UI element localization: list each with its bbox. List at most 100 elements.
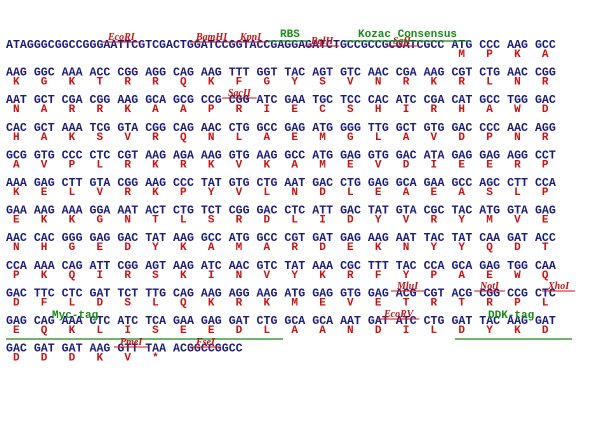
- codon: CGG: [229, 205, 250, 218]
- codon: CGG: [229, 94, 250, 107]
- amino-acid: E: [542, 215, 549, 227]
- amino-acid: Q: [180, 77, 187, 89]
- amino-acid: N: [403, 242, 410, 254]
- codon: GAG: [90, 232, 111, 245]
- amino-acid: R: [124, 77, 131, 89]
- amino-acid: D: [236, 325, 243, 337]
- codon: GAG: [368, 287, 389, 300]
- amino-acid: W: [514, 104, 521, 116]
- codon: TAT: [368, 205, 389, 218]
- codon: ATG: [312, 122, 333, 135]
- codon: AAG: [173, 260, 194, 273]
- codon: GAG: [201, 315, 222, 328]
- amino-acid: N: [124, 215, 131, 227]
- codon: TGC: [312, 94, 333, 107]
- codon: CTT: [62, 177, 83, 190]
- codon: GGT: [257, 67, 278, 80]
- codon: AAT: [284, 177, 305, 190]
- codon: GAG: [479, 260, 500, 273]
- codon: AAG: [507, 315, 528, 328]
- amino-acid: D: [458, 132, 465, 144]
- codon: TTG: [368, 122, 389, 135]
- codon: AAG: [507, 39, 528, 52]
- amino-acid: V: [347, 77, 354, 89]
- amino-acid: P: [514, 297, 521, 309]
- amino-acid: L: [69, 187, 76, 199]
- codon: CTG: [479, 67, 500, 80]
- codon: ATG: [229, 232, 250, 245]
- amino-acid: F: [41, 297, 48, 309]
- codon: GAT: [535, 315, 556, 328]
- amino-acid: K: [69, 215, 76, 227]
- amino-acid: L: [264, 325, 271, 337]
- amino-acid: P: [542, 159, 549, 171]
- codon: GAG: [312, 287, 333, 300]
- amino-acid: V: [514, 215, 521, 227]
- amino-acid: *: [152, 353, 159, 365]
- codon: AAT: [117, 205, 138, 218]
- amino-acid: D: [264, 215, 271, 227]
- codon: GAC: [451, 122, 472, 135]
- amino-acid: E: [96, 242, 103, 254]
- codon: GCA: [451, 260, 472, 273]
- codon: ACC: [90, 67, 111, 80]
- amino-acid: A: [542, 49, 549, 61]
- amino-acid: V: [236, 187, 243, 199]
- codon: TAC: [424, 232, 445, 245]
- codon: AAC: [6, 232, 27, 245]
- amino-acid: Q: [542, 270, 549, 282]
- codon: GAC: [6, 287, 27, 300]
- amino-acid: N: [514, 132, 521, 144]
- amino-acid: M: [458, 49, 465, 61]
- amino-acid: S: [124, 297, 131, 309]
- amino-acid: Q: [41, 325, 48, 337]
- amino-acid: K: [264, 159, 271, 171]
- amino-acid: E: [375, 187, 382, 199]
- amino-acid: Y: [403, 270, 410, 282]
- amino-acid: R: [152, 132, 159, 144]
- codon: CCG: [201, 94, 222, 107]
- codon: TAA: [145, 343, 166, 356]
- amino-acid: Y: [375, 215, 382, 227]
- codon: ACG: [451, 287, 472, 300]
- amino-acid: V: [431, 132, 438, 144]
- amino-acid: G: [347, 132, 354, 144]
- amino-acid: Y: [431, 242, 438, 254]
- amino-acid: D: [375, 325, 382, 337]
- amino-acid: D: [319, 242, 326, 254]
- restriction-site: PmeI: [120, 337, 143, 348]
- codon: CGC: [424, 205, 445, 218]
- amino-acid: T: [96, 77, 103, 89]
- amino-acid: G: [264, 77, 271, 89]
- amino-acid: L: [431, 325, 438, 337]
- amino-acid: F: [375, 270, 382, 282]
- amino-acid: N: [236, 270, 243, 282]
- codon: AAC: [507, 67, 528, 80]
- amino-acid: K: [13, 77, 20, 89]
- amino-acid: E: [319, 297, 326, 309]
- amino-acid: V: [236, 159, 243, 171]
- amino-acid: A: [403, 132, 410, 144]
- codon: AAG: [368, 232, 389, 245]
- codon: AAT: [340, 315, 361, 328]
- amino-acid: Y: [208, 187, 215, 199]
- amino-acid: D: [13, 297, 20, 309]
- amino-acid: E: [291, 104, 298, 116]
- amino-acid: L: [291, 215, 298, 227]
- amino-acid: Y: [458, 242, 465, 254]
- codon: CCA: [424, 260, 445, 273]
- amino-acid: K: [41, 215, 48, 227]
- codon: TAT: [145, 232, 166, 245]
- amino-acid: S: [486, 187, 493, 199]
- codon: GCC: [201, 232, 222, 245]
- restriction-site: SacII: [228, 88, 252, 99]
- amino-acid: D: [542, 325, 549, 337]
- amino-acid: A: [486, 104, 493, 116]
- codon: AAA: [312, 260, 333, 273]
- amino-acid: K: [180, 242, 187, 254]
- restriction-site: NotI: [479, 281, 500, 292]
- amino-acid: N: [13, 104, 20, 116]
- amino-acid: F: [236, 77, 243, 89]
- codon: ATG: [312, 149, 333, 162]
- amino-acid: A: [208, 242, 215, 254]
